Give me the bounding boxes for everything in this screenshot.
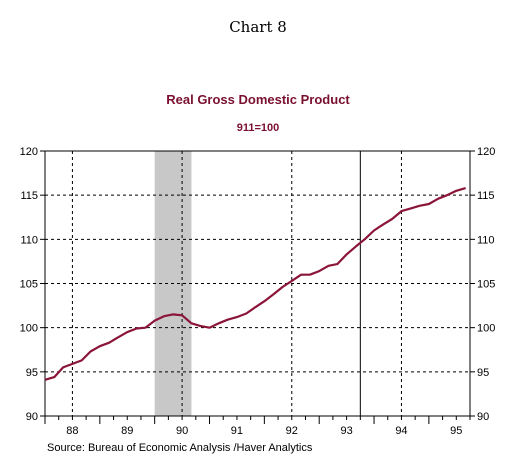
plot-frame [44,150,471,417]
x-tick-label: 91 [231,425,243,437]
y-tick-label-left: 100 [20,323,38,335]
y-tick-label-right: 105 [477,279,495,291]
x-tick-label: 89 [121,425,133,437]
y-tick-label-right: 110 [477,234,495,246]
chart-heading: Chart 8 [229,18,287,36]
y-tick-label-left: 110 [20,234,38,246]
y-tick-label-right: 100 [477,323,495,335]
x-tick-label: 93 [340,425,352,437]
y-tick-label-right: 95 [477,367,489,379]
y-tick-label-right: 90 [477,411,489,423]
x-tick-label: 94 [395,425,407,437]
y-tick-label-left: 115 [20,190,38,202]
chart-subtitle: 911=100 [237,122,280,134]
y-tick-label-left: 95 [26,367,38,379]
y-tick-label-right: 120 [477,146,495,158]
x-tick-label: 92 [286,425,298,437]
y-tick-label-left: 90 [26,411,38,423]
x-tick-label: 88 [66,425,78,437]
y-tick-label-left: 120 [20,146,38,158]
x-tick-label: 90 [176,425,188,437]
x-tick-label: 95 [450,425,462,437]
plot-area: 90 90 95 95 100 100 105 105 110 110 115 115 120 120 88… [20,146,496,437]
series-line [44,187,466,381]
chart-source: Source: Bureau of Economic Analysis /Hav… [47,442,313,454]
chart-title: Real Gross Domestic Product [166,92,350,107]
y-tick-label-left: 105 [20,279,38,291]
y-tick-label-right: 115 [477,190,495,202]
